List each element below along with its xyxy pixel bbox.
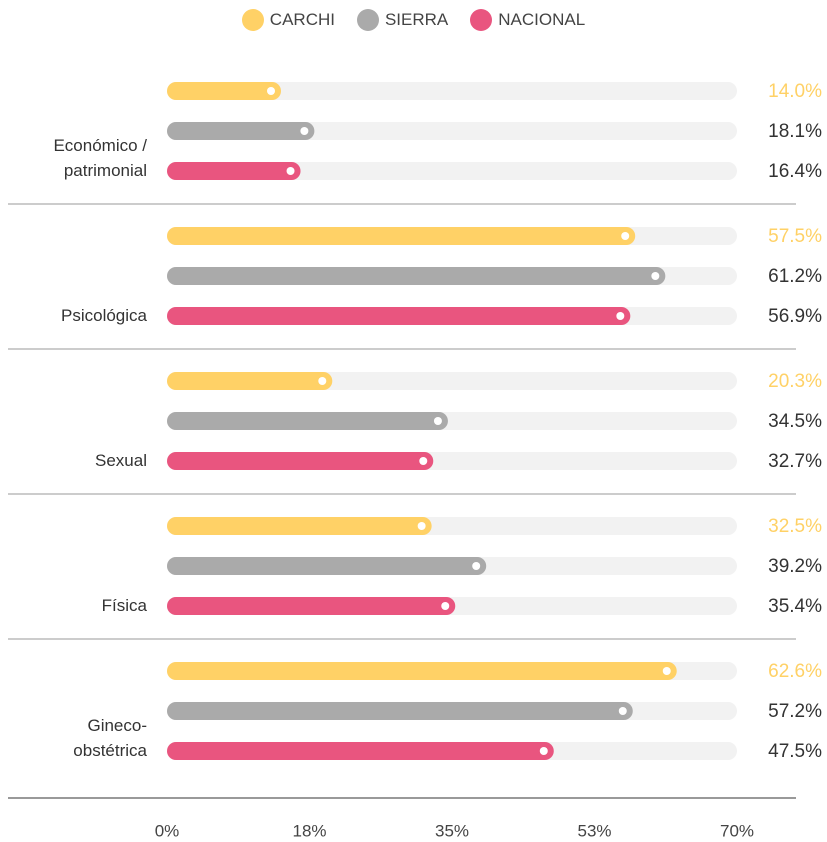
bar-dot [267,87,275,95]
category-label: Gineco-obstétrica [73,716,147,760]
bar-dot [286,167,295,175]
bar [167,702,633,720]
value-label: 57.2% [768,701,822,722]
category-label: Psicológica [61,306,147,325]
bar [167,662,677,680]
bar-dot [662,667,671,675]
x-tick-label: 35% [435,821,469,840]
bar-dot [539,747,548,755]
bar [167,557,487,575]
bar-dot [433,417,442,425]
x-tick-label: 53% [577,821,611,840]
legend-label: CARCHI [269,10,335,29]
bar-dot [417,522,426,530]
bar [167,307,631,325]
bar [167,267,666,285]
bar [167,122,315,140]
value-label: 16.4% [768,161,822,182]
bar-dot [651,272,660,280]
bar [167,452,434,470]
bar-dot [300,127,309,135]
legend-item: CARCHI [241,9,335,31]
value-label: 56.9% [768,306,822,327]
legend-item: SIERRA [356,9,449,31]
legend-swatch [241,9,264,31]
x-tick-label: 70% [720,821,754,840]
bar-dot [618,707,627,715]
bar-dot [419,457,428,465]
category-label: Sexual [95,451,147,470]
value-label: 39.2% [768,556,822,577]
bar-dot [621,232,630,240]
legend-label: NACIONAL [498,10,586,29]
value-label: 20.3% [768,371,822,392]
value-label: 57.5% [768,226,822,247]
value-label: 34.5% [768,411,822,432]
legend-label: SIERRA [384,10,449,29]
bar-dot [472,562,481,570]
value-label: 14.0% [768,81,822,102]
value-label: 62.6% [768,661,822,682]
bar [167,517,432,535]
legend-swatch [470,9,493,31]
value-label: 47.5% [768,741,822,762]
bar [167,227,636,245]
value-label: 32.5% [768,516,822,537]
category-label: Económico / patrimonial [53,136,147,180]
legend-swatch [356,9,379,31]
x-tick-label: 18% [292,821,326,840]
bar-dot [318,377,327,385]
bar [167,82,281,100]
bar [167,412,448,430]
legend: CARCHI SIERRA NACIONAL [0,9,827,31]
value-label: 18.1% [768,121,822,142]
bar-dot [441,602,450,610]
category-label: Física [101,596,147,615]
value-label: 35.4% [768,596,822,617]
legend-item: NACIONAL [470,9,585,31]
value-label: 61.2% [768,266,822,287]
x-tick-label: 0% [155,821,180,840]
bar-track [167,162,737,180]
value-label: 32.7% [768,451,822,472]
bar [167,742,554,760]
bar-track [167,82,737,100]
bar [167,372,333,390]
bar [167,597,456,615]
bar-dot [616,312,625,320]
bar [167,162,301,180]
